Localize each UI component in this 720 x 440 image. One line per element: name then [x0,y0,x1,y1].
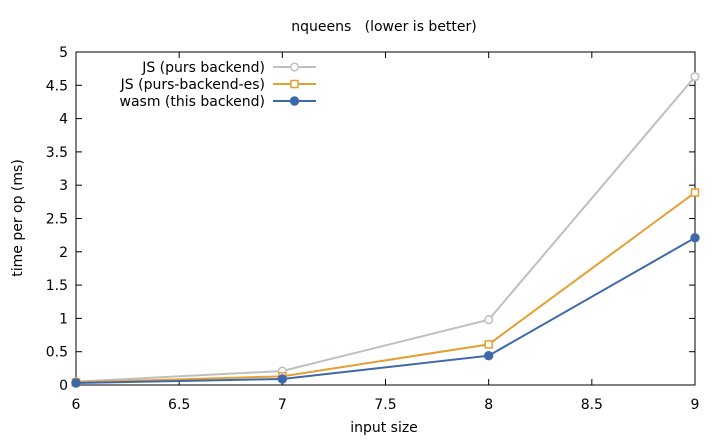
y-tick-label: 3 [59,178,68,194]
series-1 [71,188,700,387]
series-line [75,75,696,383]
chart-title: nqueens (lower is better) [291,19,477,35]
y-tick-label: 0.5 [46,345,68,361]
y-axis-label: time per op (ms) [10,159,26,277]
legend-label: JS (purs-backend-es) [120,77,265,93]
x-tick-label: 9 [691,397,700,413]
data-point [690,233,700,243]
data-point [289,96,300,106]
series-0 [71,72,700,387]
y-tick-label: 0 [59,378,68,394]
y-tick-label: 3.5 [46,145,68,161]
y-tick-label: 4 [59,112,68,128]
x-tick-label: 7.5 [374,397,396,413]
x-axis-label: input size [350,420,418,436]
x-tick-label: 7 [278,397,287,413]
axis-tick-labels: 6 6.5 7 7.5 8 8.5 9 0 0.5 1 1.5 2 2.5 3 3.5 4 4.5 5 [46,45,700,413]
y-tick-label: 2.5 [46,212,68,228]
data-point [690,72,700,82]
series-line [75,191,696,384]
x-tick-label: 8.5 [581,397,603,413]
data-point [277,374,288,384]
y-tick-label: 1 [59,311,68,327]
data-point [290,79,299,89]
x-tick-label: 6 [72,397,81,413]
y-tick-label: 2 [59,245,68,261]
legend-entry: JS (purs backend) [141,60,316,76]
legend-label: wasm (this backend) [120,94,265,110]
x-tick-label: 6.5 [168,397,190,413]
legend: JS (purs backend)JS (purs-backend-es)was… [120,60,316,110]
data-point [483,350,494,361]
axis-ticks [75,51,696,386]
legend-entry: JS (purs-backend-es) [120,77,316,93]
series-2 [71,233,700,388]
data-point [484,315,494,325]
data-point [289,62,300,72]
data-point [690,188,700,197]
series-line [75,236,696,384]
data-point [484,340,493,349]
data-point [71,378,81,388]
x-tick-label: 8 [484,397,493,413]
series-layer [71,72,700,388]
y-tick-label: 5 [59,45,68,61]
y-tick-label: 1.5 [46,278,68,294]
legend-entry: wasm (this backend) [120,94,316,110]
legend-label: JS (purs backend) [141,60,265,76]
y-tick-label: 4.5 [46,78,68,94]
